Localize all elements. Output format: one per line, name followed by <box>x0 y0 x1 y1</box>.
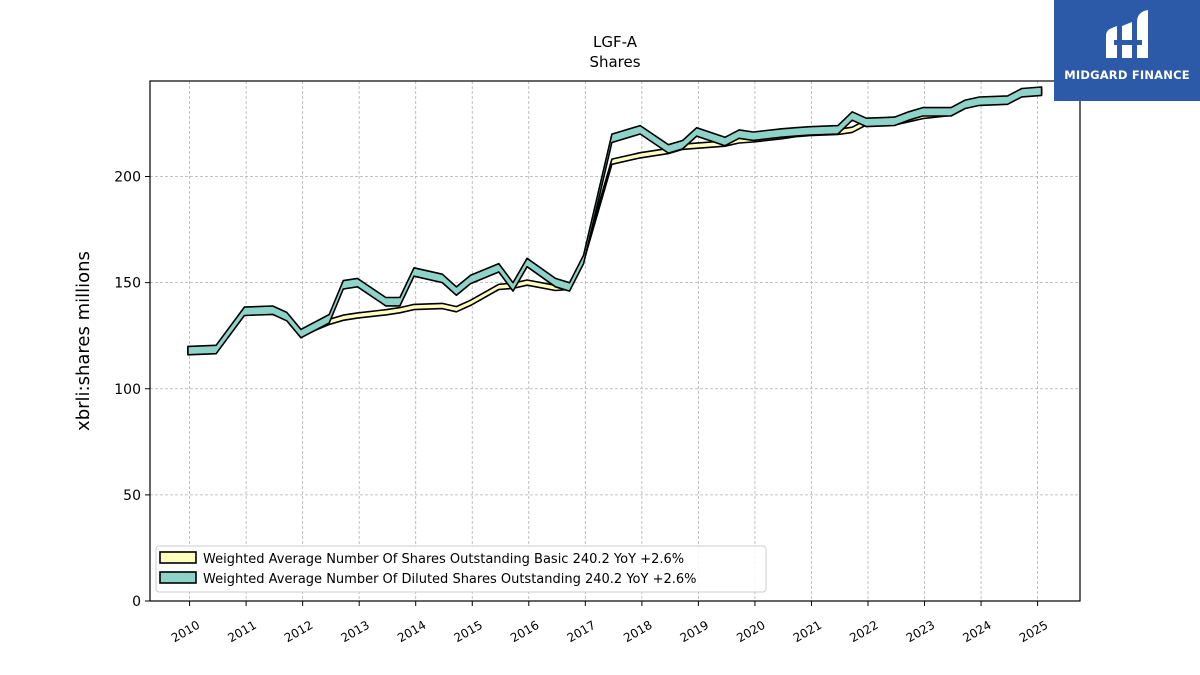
x-tick-label: 2024 <box>960 618 993 645</box>
x-tick-label: 2015 <box>452 618 485 645</box>
x-tick-label: 2013 <box>338 618 371 645</box>
chart-title: LGF-A <box>593 33 638 51</box>
legend: Weighted Average Number Of Shares Outsta… <box>155 545 767 593</box>
x-tick-label: 2014 <box>395 618 428 645</box>
x-tick-label: 2010 <box>169 618 202 645</box>
x-tick-label: 2016 <box>508 618 541 645</box>
y-tick-label: 200 <box>114 170 141 186</box>
series-2-band <box>187 86 1043 356</box>
x-tick-label: 2023 <box>904 618 937 645</box>
x-tick-label: 2021 <box>791 618 824 645</box>
legend-label-2: Weighted Average Number Of Diluted Share… <box>203 572 697 587</box>
logo-text: MIDGARD FINANCE <box>1064 68 1190 82</box>
legend-label-1: Weighted Average Number Of Shares Outsta… <box>203 552 684 567</box>
x-tick-label: 2025 <box>1017 618 1050 645</box>
chart-subtitle: Shares <box>589 53 640 71</box>
logo-mark-icon <box>1106 10 1148 58</box>
x-tick-label: 2011 <box>225 618 258 645</box>
x-tick-label: 2012 <box>282 618 315 645</box>
legend-swatch-2 <box>159 571 197 584</box>
grid-lines <box>150 81 1080 601</box>
x-tick-label: 2019 <box>678 618 711 645</box>
x-tick-label: 2020 <box>734 618 767 645</box>
midgard-finance-logo: MIDGARD FINANCE <box>1054 0 1200 101</box>
series-1-band <box>187 87 1043 355</box>
x-tick-label: 2022 <box>847 618 880 645</box>
y-axis-label: xbrli:shares millions <box>73 251 94 431</box>
x-tick-label: 2018 <box>621 618 654 645</box>
series-layer <box>187 86 1043 356</box>
y-tick-label: 0 <box>132 594 141 610</box>
legend-box <box>155 545 767 593</box>
y-tick-label: 100 <box>114 382 141 398</box>
y-tick-label: 50 <box>123 488 141 504</box>
plot-frame <box>149 80 1081 602</box>
x-tick-label: 2017 <box>565 618 598 645</box>
legend-swatch-1 <box>159 551 197 564</box>
y-tick-label: 150 <box>114 276 141 292</box>
